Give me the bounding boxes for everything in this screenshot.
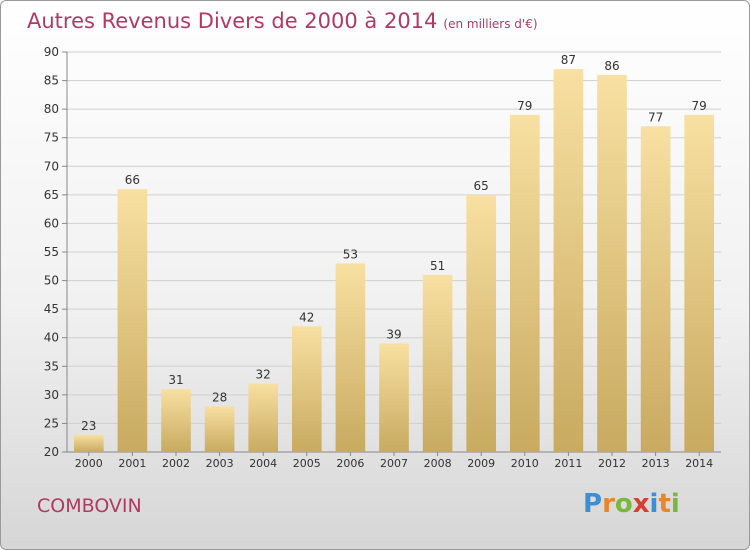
y-tick-label: 35 <box>44 359 59 373</box>
data-label: 39 <box>386 327 401 341</box>
y-tick-label: 55 <box>44 245 59 259</box>
x-tick-label: 2003 <box>206 457 234 470</box>
chart-title-unit: (en milliers d'€) <box>443 17 538 31</box>
bar <box>379 343 409 452</box>
y-tick-label: 80 <box>44 102 59 116</box>
bar <box>422 274 453 452</box>
data-label: 79 <box>692 99 707 113</box>
x-tick-label: 2005 <box>293 457 321 470</box>
bar <box>117 189 148 452</box>
bar <box>335 263 366 452</box>
data-label: 51 <box>430 259 445 273</box>
x-tick-label: 2007 <box>380 457 408 470</box>
logo-letter: P <box>583 489 603 519</box>
bar <box>248 383 279 452</box>
x-tick-label: 2001 <box>118 457 146 470</box>
chart-title-main: Autres Revenus Divers de 2000 à 2014 <box>27 9 438 33</box>
data-label: 42 <box>299 310 314 324</box>
y-tick-label: 45 <box>44 302 59 316</box>
bar <box>291 326 322 452</box>
y-tick-label: 40 <box>44 331 59 345</box>
data-label: 28 <box>212 390 227 404</box>
y-tick-label: 20 <box>44 445 59 459</box>
y-tick-label: 30 <box>44 388 59 402</box>
y-tick-label: 60 <box>44 216 59 230</box>
bar <box>204 406 235 452</box>
data-label: 79 <box>517 99 532 113</box>
y-tick-label: 70 <box>44 159 59 173</box>
x-tick-label: 2013 <box>642 457 670 470</box>
bar <box>161 389 191 452</box>
logo-letter: t <box>658 489 671 519</box>
data-label: 32 <box>256 367 271 381</box>
logo-letter: i <box>649 489 659 519</box>
x-tick-label: 2011 <box>554 457 582 470</box>
logo-letter: o <box>614 489 633 519</box>
data-label: 87 <box>561 53 576 67</box>
bar <box>553 69 584 453</box>
x-tick-label: 2012 <box>598 457 626 470</box>
x-tick-label: 2004 <box>249 457 277 470</box>
data-label: 31 <box>168 373 183 387</box>
bar <box>73 434 104 452</box>
x-tick-label: 2002 <box>162 457 190 470</box>
y-tick-label: 75 <box>44 131 59 145</box>
logo-letter: r <box>602 489 615 519</box>
bar <box>509 114 540 452</box>
chart-title: Autres Revenus Divers de 2000 à 2014 (en … <box>27 9 538 33</box>
bar <box>640 126 671 453</box>
data-label: 23 <box>81 419 96 433</box>
data-label: 53 <box>343 247 358 261</box>
proxiti-logo: Proxiti <box>583 489 680 519</box>
data-label: 86 <box>604 59 619 73</box>
x-tick-label: 2009 <box>467 457 495 470</box>
y-tick-label: 85 <box>44 74 59 88</box>
data-label: 65 <box>474 179 489 193</box>
x-tick-label: 2008 <box>424 457 452 470</box>
bar <box>597 74 627 452</box>
bar <box>466 194 497 452</box>
x-tick-label: 2010 <box>511 457 539 470</box>
y-tick-label: 25 <box>44 416 59 430</box>
logo-letter: x <box>632 489 650 519</box>
bar <box>684 114 715 452</box>
y-tick-label: 50 <box>44 274 59 288</box>
y-tick-label: 90 <box>44 45 59 59</box>
x-tick-label: 2014 <box>685 457 713 470</box>
x-tick-label: 2000 <box>75 457 103 470</box>
place-name: COMBOVIN <box>37 495 142 517</box>
x-tick-label: 2006 <box>336 457 364 470</box>
data-label: 77 <box>648 110 663 124</box>
logo-letter: i <box>670 489 680 519</box>
data-label: 66 <box>125 173 140 187</box>
y-tick-label: 65 <box>44 188 59 202</box>
